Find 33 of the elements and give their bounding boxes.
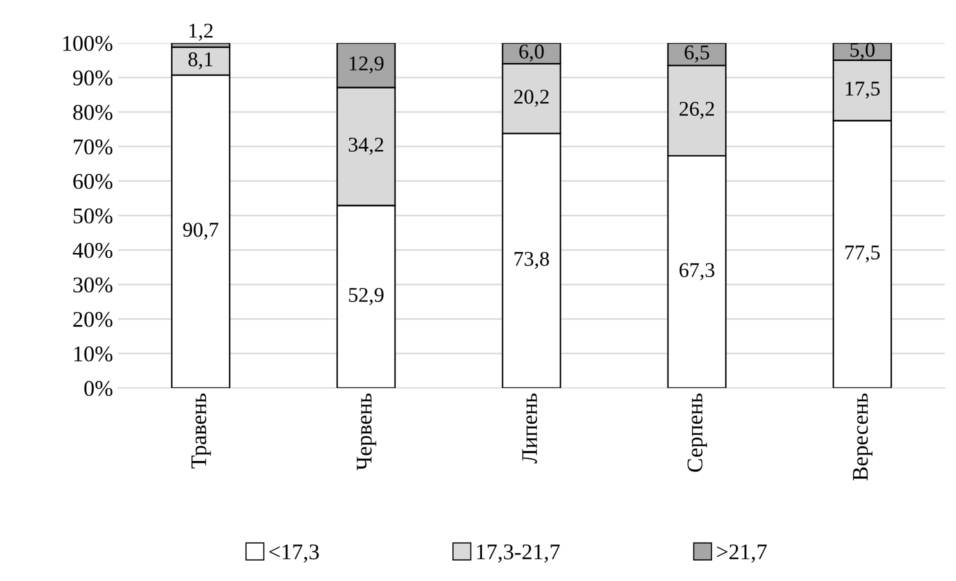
legend-label: 17,3-21,7 bbox=[477, 544, 560, 563]
data-label: 73,8 bbox=[514, 252, 549, 269]
data-label: 52,9 bbox=[349, 288, 384, 305]
y-tick-label: 90% bbox=[73, 70, 112, 86]
data-label: 17,5 bbox=[846, 82, 880, 99]
data-label: 67,3 bbox=[680, 263, 714, 280]
y-tick-label: 50% bbox=[74, 208, 112, 224]
data-label: 77,5 bbox=[845, 246, 880, 263]
data-label: 6,5 bbox=[684, 45, 710, 62]
data-label: 8,1 bbox=[188, 52, 212, 70]
data-label: 34,2 bbox=[348, 138, 384, 155]
y-tick-label: 60% bbox=[73, 174, 112, 189]
x-tick-label: Травень bbox=[191, 394, 211, 468]
y-tick-label: 30% bbox=[73, 277, 112, 292]
y-tick-label: 20% bbox=[73, 312, 112, 327]
y-tick-label: 10% bbox=[74, 346, 112, 362]
x-tick-label: Червень bbox=[356, 394, 376, 470]
data-label: 6,0 bbox=[519, 44, 544, 62]
x-tick-label: Серпень bbox=[688, 394, 707, 472]
x-tick-label: Вересень bbox=[853, 394, 872, 480]
data-label: 26,2 bbox=[680, 102, 714, 119]
y-tick-label: 0% bbox=[84, 380, 112, 396]
y-tick-label: 100% bbox=[63, 36, 112, 51]
legend-label: <17,3 bbox=[269, 544, 319, 563]
data-label: 20,2 bbox=[514, 90, 549, 107]
y-tick-label: 80% bbox=[73, 104, 112, 120]
y-tick-label: 40% bbox=[72, 242, 112, 258]
data-label: 1,2 bbox=[190, 24, 213, 41]
data-label: 90,7 bbox=[183, 222, 218, 240]
legend-label: >21,7 bbox=[717, 544, 767, 563]
data-label: 12,9 bbox=[350, 56, 384, 74]
x-tick-label: Липень bbox=[522, 394, 538, 464]
y-tick-label: 70% bbox=[74, 139, 112, 154]
